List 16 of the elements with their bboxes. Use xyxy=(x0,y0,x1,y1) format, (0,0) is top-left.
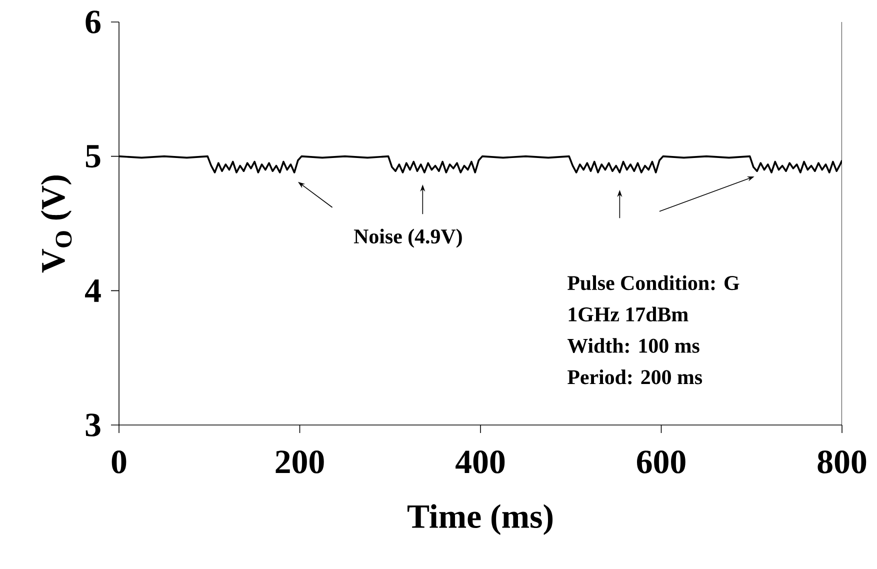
annotation: 1GHz 17dBm xyxy=(568,306,688,322)
y-tick-label: 3 xyxy=(86,414,100,436)
x-tick-label: 400 xyxy=(456,450,505,474)
y-tick-label: 5 xyxy=(86,145,100,168)
x-tick-label: 600 xyxy=(637,450,686,474)
y-axis-title: V$_{O}$ (V) xyxy=(40,176,72,273)
x-axis-title: Time (ms) xyxy=(408,504,553,535)
annotation: Width: 100 ms xyxy=(567,338,700,353)
annotation: Pulse Condition: G xyxy=(568,275,740,290)
x-tick-label: 200 xyxy=(276,450,324,474)
y-tick-label: 4 xyxy=(85,280,101,302)
annotation: Period: 200 ms xyxy=(568,370,702,384)
y-tick-label: 6 xyxy=(86,10,100,34)
annotation: Noise (4.9V) xyxy=(354,228,462,248)
x-tick-label: 800 xyxy=(818,450,866,474)
x-tick-label: 0 xyxy=(112,450,126,474)
